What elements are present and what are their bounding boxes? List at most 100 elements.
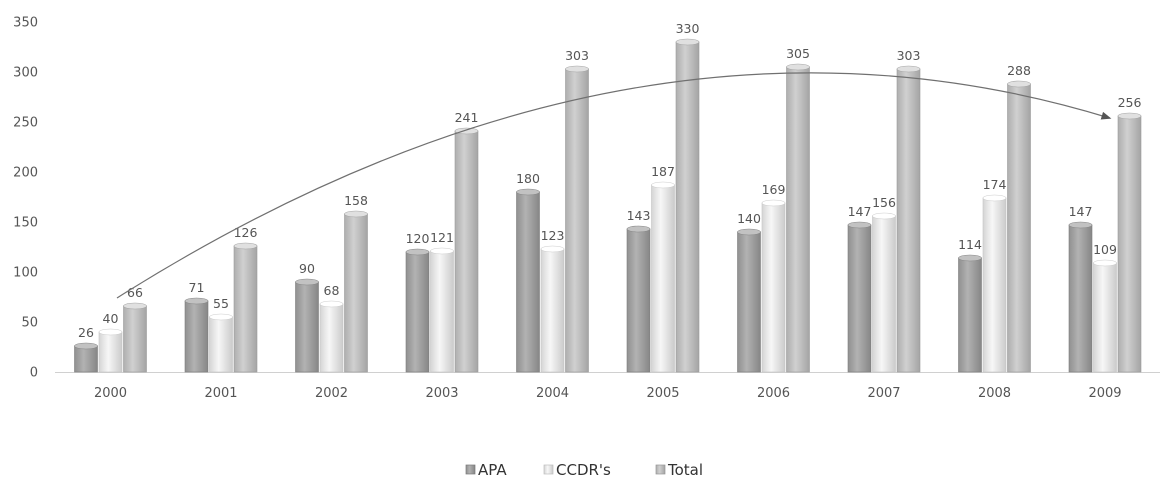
- bar-apa-2009: [1068, 224, 1093, 373]
- bar-total-2005: [675, 41, 700, 373]
- y-tick-label: 350: [13, 16, 38, 31]
- trend-arrow-layer: [116, 72, 1112, 299]
- data-label: 109: [1093, 242, 1117, 257]
- bar-cap: [761, 199, 786, 207]
- bar-cap: [430, 247, 454, 255]
- data-label: 55: [213, 296, 229, 311]
- data-label: 121: [430, 230, 454, 245]
- bar-ccdrs-2007: [872, 215, 896, 373]
- bar-ccdrs-2002: [319, 303, 344, 373]
- bar-cap: [651, 181, 675, 189]
- bar-cap: [1117, 112, 1142, 120]
- bar-ccdrs-2006: [761, 202, 786, 373]
- y-tick-label: 100: [13, 266, 38, 281]
- data-label: 330: [676, 21, 700, 36]
- bar-cap: [786, 63, 810, 71]
- bar-apa-2003: [405, 251, 430, 373]
- data-label: 147: [848, 204, 872, 219]
- bar-cap: [737, 228, 761, 236]
- bar-apa-2002: [295, 281, 319, 373]
- y-tick-label: 300: [13, 66, 38, 81]
- data-label: 241: [455, 110, 479, 125]
- data-label: 140: [737, 211, 761, 226]
- data-label: 68: [324, 283, 340, 298]
- bar-total-2004: [565, 68, 589, 373]
- bar-cap: [872, 212, 896, 220]
- bar-cap: [982, 194, 1007, 202]
- data-label: 123: [541, 228, 565, 243]
- data-label: 256: [1118, 95, 1142, 110]
- axis-layer: 0 50 100 150 200 250 300 350 2000 2001 2002 2003 200…: [13, 16, 1160, 401]
- bar-apa-2004: [516, 191, 540, 373]
- bar-total-2002: [344, 213, 368, 373]
- bar-cap: [896, 65, 921, 73]
- bar-cap: [1068, 221, 1093, 229]
- data-label: 90: [299, 261, 315, 276]
- bar-apa-2006: [737, 231, 761, 373]
- data-label: 303: [565, 48, 589, 63]
- x-tick-label: 2005: [646, 386, 679, 401]
- x-tick-label: 2001: [204, 386, 237, 401]
- bars-layer: [74, 38, 1142, 373]
- data-label: 40: [103, 311, 119, 326]
- legend-label-apa: APA: [478, 461, 507, 479]
- bar-total-2003: [454, 130, 479, 373]
- x-tick-label: 2007: [867, 386, 900, 401]
- bar-apa-2000: [74, 345, 98, 373]
- bar-cap: [295, 278, 319, 286]
- bar-cap: [958, 254, 982, 262]
- bar-ccdrs-2003: [430, 250, 454, 373]
- y-tick-label: 250: [13, 116, 38, 131]
- bar-apa-2001: [184, 300, 209, 373]
- bar-cap: [454, 127, 479, 135]
- bar-cap: [209, 313, 233, 321]
- bar-total-2000: [123, 305, 147, 373]
- x-tick-label: 2000: [94, 386, 127, 401]
- bar-ccdrs-2000: [98, 331, 123, 373]
- bar-cap: [1007, 80, 1031, 88]
- bar-apa-2008: [958, 257, 982, 373]
- legend-swatch-apa: [465, 464, 476, 475]
- bar-total-2006: [786, 66, 810, 373]
- bar-cap: [123, 302, 147, 310]
- bar-ccdrs-2008: [982, 197, 1007, 373]
- bar-cap: [344, 210, 368, 218]
- bar-ccdrs-2004: [540, 248, 565, 373]
- legend-label-ccdrs: CCDR's: [556, 461, 611, 479]
- legend-label-total: Total: [667, 461, 703, 479]
- data-label: 180: [516, 171, 540, 186]
- legend: APA CCDR's Total: [465, 461, 703, 479]
- data-label: 174: [983, 177, 1007, 192]
- y-tick-label: 50: [21, 316, 38, 331]
- bar-cap: [565, 65, 589, 73]
- bar-cap: [516, 188, 540, 196]
- bar-cap: [540, 245, 565, 253]
- bar-cap: [233, 242, 258, 250]
- legend-swatch-ccdrs: [543, 464, 554, 475]
- data-label: 187: [651, 164, 675, 179]
- data-label: 126: [234, 225, 258, 240]
- data-label: 156: [872, 195, 896, 210]
- bar-ccdrs-2001: [209, 316, 233, 373]
- y-tick-label: 0: [30, 366, 38, 381]
- data-label: 26: [78, 325, 94, 340]
- bar-cap: [1093, 259, 1117, 267]
- bar-total-2008: [1007, 83, 1031, 373]
- data-label: 114: [958, 237, 982, 252]
- data-label: 288: [1007, 63, 1031, 78]
- bar-total-2007: [896, 68, 921, 373]
- x-tick-label: 2002: [315, 386, 348, 401]
- bar-total-2009: [1117, 115, 1142, 373]
- bar-cap: [98, 328, 123, 336]
- bar-cap: [74, 342, 98, 350]
- bar-total-2001: [233, 245, 258, 373]
- trend-arrow: [116, 72, 1112, 299]
- bar-ccdrs-2005: [651, 184, 675, 373]
- x-tick-label: 2004: [536, 386, 569, 401]
- x-tick-label: 2009: [1088, 386, 1121, 401]
- bar-apa-2007: [847, 224, 872, 373]
- bar-cap: [319, 300, 344, 308]
